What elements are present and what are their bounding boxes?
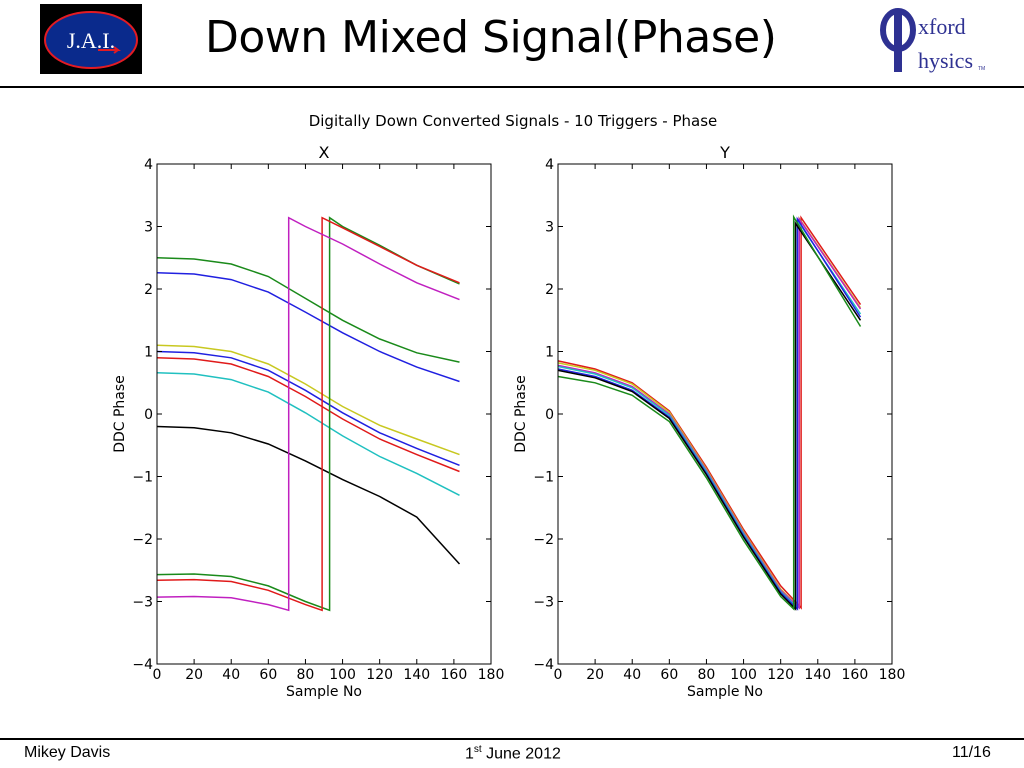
chart-y-xtick-label: 60 [660, 667, 678, 683]
jai-logo-text: J.A.I. [67, 28, 115, 53]
chart-y-series-line-2 [558, 216, 862, 610]
jai-logo-arrow [98, 46, 121, 54]
chart-x-xtick-label: 0 [153, 667, 162, 683]
chart-y-title: Y [719, 143, 730, 162]
footer-page-number: 11/16 [952, 744, 991, 761]
footer-date: 1st June 2012 [465, 744, 561, 763]
chart-y-ytick-label: 3 [545, 220, 554, 236]
chart-x-xtick-label: 160 [441, 667, 468, 683]
chart-x-ytick-label: 0 [144, 407, 153, 423]
chart-x-ytick-label: 1 [144, 345, 153, 361]
chart-y-xtick-label: 120 [767, 667, 794, 683]
chart-y-series-line-1 [558, 215, 862, 610]
chart-y-xlabel: Sample No [687, 684, 763, 700]
chart-x-ytick-label: −4 [132, 657, 153, 673]
chart-y-xtick-label: 180 [879, 667, 906, 683]
chart-y-ytick-label: 4 [545, 157, 554, 173]
chart-x-series-line-8 [157, 216, 460, 612]
chart-x-xtick-label: 80 [297, 667, 315, 683]
chart-x-ylabel: DDC Phase [112, 375, 128, 453]
header-divider [0, 86, 1024, 88]
chart-x-axes-frame [156, 163, 492, 665]
figure-suptitle: Digitally Down Converted Signals - 10 Tr… [309, 112, 718, 130]
chart-y-xtick-label: 140 [804, 667, 831, 683]
chart-x-xtick-label: 100 [329, 667, 356, 683]
chart-x-xlabel: Sample No [286, 684, 362, 700]
phi-symbol-stem [894, 10, 902, 72]
chart-y-xtick-label: 160 [842, 667, 869, 683]
chart-y-panel: 0 20 40 60 80 100 120 140 160 180 −4 −3 −2 −1 0 1 2 3 4 Y Sa… [513, 143, 905, 700]
footer-date-rest: June 2012 [481, 745, 561, 763]
chart-x-series-line-2 [157, 344, 460, 456]
chart-y-series-line-6 [558, 214, 862, 611]
chart-x-xtick-label: 180 [478, 667, 505, 683]
chart-y-ytick-label: 2 [545, 282, 554, 298]
chart-y-ylabel: DDC Phase [513, 375, 529, 453]
chart-x-title: X [319, 143, 330, 162]
oxford-logo-bottom-text: hysics [918, 48, 973, 73]
chart-x-series-line-3 [157, 350, 460, 466]
jai-logo: J.A.I. [40, 4, 142, 74]
chart-y-series-line-3 [558, 217, 862, 610]
chart-figure: Digitally Down Converted Signals - 10 Tr… [112, 112, 905, 700]
chart-y-xtick-label: 0 [554, 667, 563, 683]
oxford-logo-tm: TM [978, 66, 985, 72]
chart-x-xtick-label: 60 [259, 667, 277, 683]
footer-author: Mikey Davis [24, 744, 111, 761]
chart-x-xtick-label: 20 [185, 667, 203, 683]
chart-y-ytick-label: 1 [545, 345, 554, 361]
chart-y-ytick-label: 0 [545, 407, 554, 423]
chart-x-series-line-9 [157, 216, 460, 612]
chart-x-ytick-label: 2 [144, 282, 153, 298]
chart-x-ytick-label: 4 [144, 157, 153, 173]
chart-y-xtick-label: 100 [730, 667, 757, 683]
chart-x-ytick-label: 3 [144, 220, 153, 236]
chart-y-series-line-5 [558, 220, 862, 611]
footer-date-suffix: st [473, 744, 482, 755]
chart-x-xtick-label: 120 [366, 667, 393, 683]
chart-y-series-line-0 [558, 215, 862, 610]
chart-x-series-line-4 [157, 357, 460, 473]
chart-x-ytick-label: −2 [132, 532, 153, 548]
chart-x-xtick-label: 40 [222, 667, 240, 683]
chart-x-series-line-1 [157, 272, 460, 383]
footer-date-day: 1 [465, 745, 474, 763]
chart-x-series-line-6 [157, 425, 461, 565]
oxford-physics-logo: xford hysics TM [876, 4, 996, 76]
chart-y-xtick-label: 40 [623, 667, 641, 683]
chart-y-ytick-label: −1 [533, 470, 554, 486]
chart-x-series-line-0 [157, 257, 460, 363]
footer-divider [0, 738, 1024, 740]
chart-x-panel: 0 20 40 60 80 100 120 140 160 180 −4 −3 −2 −1 0 1 2 3 4 X Sa… [112, 143, 504, 700]
chart-y-xtick-label: 80 [698, 667, 716, 683]
chart-y-ytick-label: −3 [533, 595, 554, 611]
jai-logo-ring [44, 11, 138, 69]
oxford-logo-top-text: xford [918, 14, 966, 39]
chart-x-series-line-5 [157, 372, 460, 496]
chart-y-series-line-4 [558, 216, 862, 611]
chart-y-axes-frame [557, 163, 893, 665]
slide-title: Down Mixed Signal(Phase) [205, 12, 777, 63]
chart-x-ytick-label: −1 [132, 470, 153, 486]
chart-y-xtick-label: 20 [586, 667, 604, 683]
chart-y-ytick-label: −2 [533, 532, 554, 548]
chart-x-xtick-label: 140 [403, 667, 430, 683]
chart-y-ytick-label: −4 [533, 657, 554, 673]
chart-x-ytick-label: −3 [132, 595, 153, 611]
